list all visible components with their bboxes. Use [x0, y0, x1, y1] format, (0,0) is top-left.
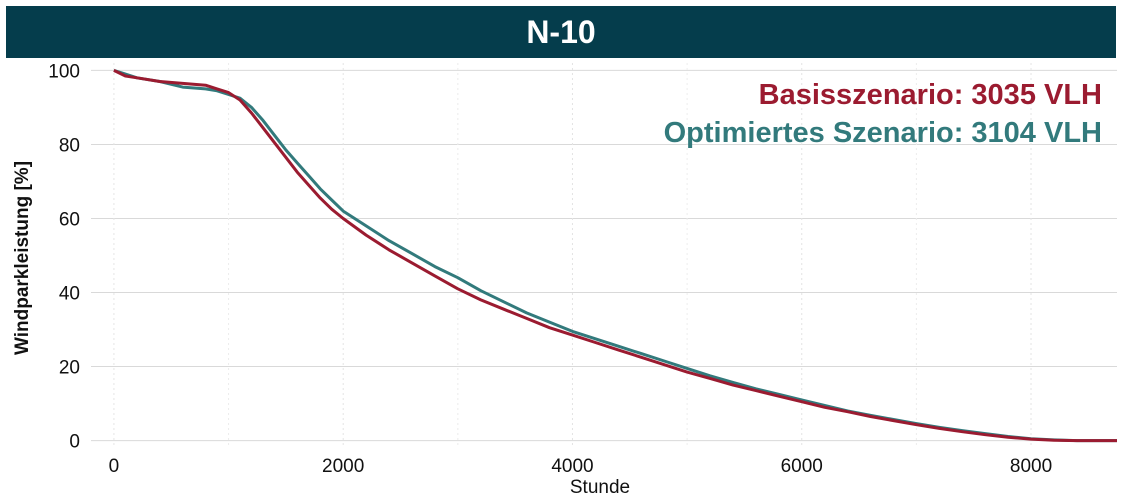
grid-lines: [91, 63, 1117, 448]
x-tick-label: 4000: [551, 456, 593, 477]
annotation-optimiertes-szenario: Optimiertes Szenario: 3104 VLH: [664, 117, 1102, 149]
y-tick-label: 20: [59, 358, 80, 379]
y-axis-label: Windparkleistung [%]: [12, 161, 33, 355]
y-tick-label: 100: [48, 61, 80, 82]
series-lines: [113, 68, 1117, 443]
x-tick-label: 6000: [781, 456, 823, 477]
y-axis-ticks: 0 20 40 60 80 100: [48, 61, 80, 452]
x-tick-label: 0: [109, 456, 120, 477]
y-tick-label: 40: [59, 284, 80, 305]
chart-title: N-10: [6, 6, 1116, 58]
series-line-basisszenario: [113, 69, 1117, 443]
y-tick-label: 0: [69, 432, 80, 453]
x-tick-label: 2000: [322, 456, 364, 477]
x-axis-ticks: 0 2000 4000 6000 8000: [109, 456, 1053, 477]
y-tick-label: 60: [59, 209, 80, 230]
y-tick-label: 80: [59, 135, 80, 156]
annotation-basisszenario: Basisszenario: 3035 VLH: [759, 79, 1102, 111]
x-axis-label: Stunde: [570, 477, 630, 498]
x-tick-label: 8000: [1010, 456, 1052, 477]
